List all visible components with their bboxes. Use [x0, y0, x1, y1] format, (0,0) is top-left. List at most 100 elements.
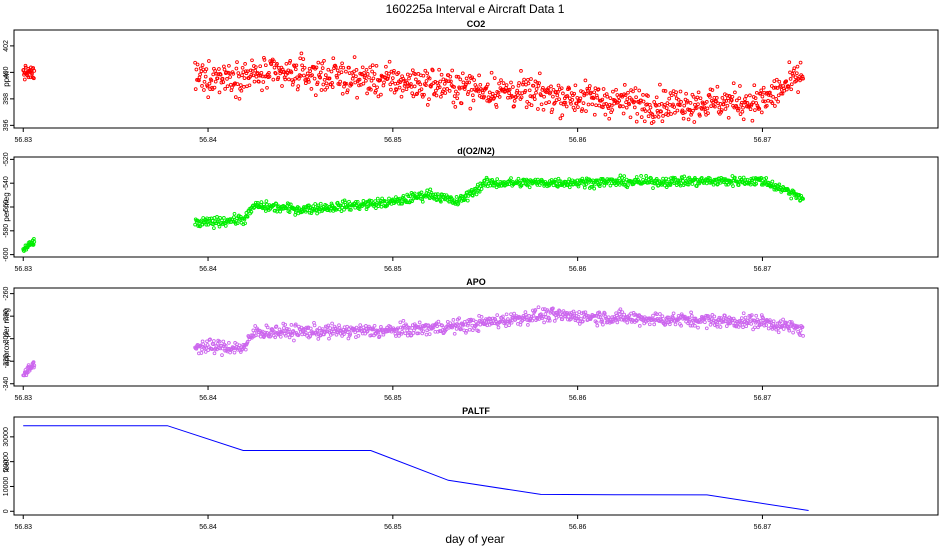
data-point: [31, 66, 36, 70]
data-point: [389, 87, 393, 92]
data-point: [476, 329, 481, 333]
data-point: [219, 80, 224, 85]
data-point: [424, 332, 429, 337]
data-point: [290, 82, 295, 87]
data-point: [400, 88, 405, 93]
data-point: [699, 107, 704, 111]
data-point: [326, 67, 331, 72]
data-point: [203, 350, 208, 354]
data-point: [289, 70, 294, 75]
data-point: [460, 85, 465, 90]
data-point: [639, 174, 643, 178]
data-point: [555, 93, 560, 98]
data-point: [604, 101, 608, 106]
data-point: [729, 180, 734, 184]
data-point: [437, 67, 441, 72]
data-point: [748, 180, 752, 185]
data-point: [456, 74, 461, 79]
data-point: [394, 334, 398, 338]
data-point: [250, 58, 254, 63]
data-point: [775, 321, 780, 326]
data-point: [517, 81, 521, 85]
series-points-co2: [21, 51, 805, 125]
data-point: [330, 85, 335, 89]
y-tick-label: -560: [3, 200, 10, 214]
data-point: [227, 63, 231, 68]
data-point: [681, 111, 685, 116]
series-line-paltf: [23, 425, 809, 511]
data-point: [427, 332, 432, 336]
data-point: [791, 73, 795, 78]
data-point: [323, 73, 328, 77]
data-point: [667, 96, 672, 101]
data-point: [797, 75, 802, 79]
data-point: [678, 103, 682, 108]
data-point: [758, 91, 763, 96]
data-point: [307, 210, 312, 215]
data-point: [579, 109, 584, 113]
data-point: [320, 327, 325, 331]
data-point: [258, 64, 263, 69]
data-point: [666, 109, 671, 114]
y-axis-label-paltf: feet: [2, 459, 11, 473]
data-point: [567, 185, 572, 190]
data-point: [495, 313, 500, 317]
data-point: [372, 83, 376, 88]
data-point: [430, 68, 435, 73]
data-point: [452, 85, 456, 89]
data-point: [743, 100, 748, 105]
data-point: [602, 183, 607, 188]
data-point: [194, 67, 199, 72]
data-point: [713, 181, 717, 185]
data-point: [548, 90, 553, 95]
data-point: [752, 83, 757, 88]
data-point: [800, 74, 805, 79]
data-point: [207, 81, 212, 86]
data-point: [692, 120, 697, 124]
data-point: [242, 217, 247, 222]
data-point: [663, 179, 668, 184]
data-point: [743, 315, 748, 320]
data-point: [225, 84, 230, 89]
data-point: [641, 99, 646, 104]
data-point: [305, 71, 310, 76]
data-point: [375, 85, 379, 90]
data-point: [567, 177, 572, 181]
data-point: [272, 59, 276, 64]
data-point: [789, 82, 794, 87]
data-point: [349, 82, 354, 87]
data-point: [408, 194, 413, 199]
data-point: [364, 67, 369, 72]
data-point: [554, 315, 559, 320]
data-point: [531, 83, 536, 88]
data-point: [708, 87, 713, 92]
data-point: [539, 102, 544, 107]
data-point: [432, 91, 437, 96]
data-point: [684, 91, 688, 96]
data-point: [507, 87, 512, 92]
data-point: [421, 329, 426, 334]
data-point: [784, 87, 789, 92]
data-point: [582, 185, 587, 190]
data-point: [287, 202, 291, 206]
data-point: [460, 194, 465, 199]
data-point: [586, 102, 591, 107]
data-point: [342, 198, 347, 203]
y-tick-label: 0: [3, 509, 10, 513]
data-point: [771, 319, 776, 324]
data-point: [392, 199, 397, 204]
data-point: [526, 77, 530, 82]
data-point: [193, 222, 197, 227]
data-point: [679, 181, 683, 186]
data-point: [485, 82, 490, 87]
data-point: [776, 93, 781, 98]
data-point: [303, 81, 308, 86]
data-point: [529, 314, 534, 319]
data-point: [570, 98, 575, 102]
data-point: [786, 326, 791, 331]
panel-apo: APO approx. per meg -340 -320 -300 -280 -260 56…: [2, 277, 939, 402]
data-point: [643, 109, 648, 113]
data-point: [480, 90, 485, 95]
x-tick-label: 56.85: [384, 266, 402, 273]
data-point: [247, 83, 252, 88]
